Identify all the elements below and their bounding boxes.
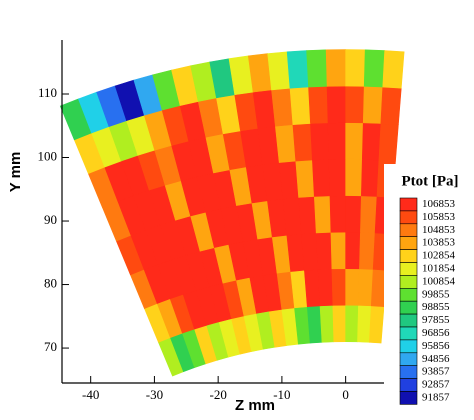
contour-cell [298,196,317,235]
contour-cell [369,305,385,344]
x-tick-label: -20 [209,387,226,402]
colorbar-swatch [399,262,418,276]
contour-field [59,49,405,377]
contour-cell [328,158,346,197]
colorbar-label: 106853 [422,198,456,210]
colorbar-label: 94856 [422,353,450,365]
contour-cell [310,122,330,161]
y-tick-label: 70 [44,339,57,354]
colorbar-swatch [399,197,418,212]
colorbar-label: 102854 [422,250,456,262]
contour-cell [306,49,328,88]
colorbar-swatch [399,236,418,250]
colorbar-label: 98855 [422,301,450,313]
x-tick-label: -40 [82,387,99,402]
colorbar-swatch [399,339,418,354]
colorbar-swatch [399,300,418,315]
contour-cell [292,123,313,162]
colorbar-label: 100854 [422,275,456,287]
contour-cell [345,85,365,124]
colorbar-label: 97855 [422,314,450,326]
contour-cell [295,159,315,198]
contour-cell [331,268,346,306]
contour-cell [306,305,323,344]
contour-cell [330,231,346,270]
contour-cell [312,158,331,197]
colorbar-label: 93857 [422,366,450,378]
y-tick-label: 80 [44,276,57,291]
contour-cell [326,85,346,124]
contour-cell [271,87,294,127]
contour-cell [319,305,335,343]
contour-cell [327,122,346,160]
contour-cell [345,268,360,306]
contour-cell [358,268,374,307]
contour-cell [332,304,346,343]
x-tick-label: -30 [146,387,163,402]
contour-cell [275,124,297,163]
contour-cell [315,232,333,270]
contour-cell [304,269,321,308]
contour-cell [286,50,309,89]
contour-cell [345,231,361,270]
colorbar-label: 96856 [422,327,450,339]
contour-cell [317,268,334,307]
colorbar-swatch [399,223,418,238]
colorbar-swatch [399,391,418,405]
contour-cell [325,49,346,87]
contour-cell [361,122,382,161]
y-axis-label: Y mm [7,152,24,193]
colorbar-label: 95856 [422,340,450,352]
contour-cell [357,305,372,343]
colorbar-swatch [399,378,418,392]
contour-cell [267,51,291,91]
contour-cell [363,49,385,88]
colorbar-swatch [399,249,418,263]
contour-cell [345,49,366,87]
colorbar-title: Ptot [Pa] [401,173,458,189]
colorbar-background [384,164,474,420]
x-tick-label: 0 [342,387,349,402]
colorbar-label: 103853 [422,237,456,249]
colorbar-swatch [399,313,418,328]
contour-cell [362,85,384,124]
contour-cell [308,85,329,124]
colorbar-label: 104853 [422,224,456,236]
colorbar-label: 99855 [422,288,450,300]
contour-cell [360,195,378,234]
colorbar-swatch [399,352,418,366]
contour-cell [345,195,362,233]
y-tick-label: 100 [38,148,58,163]
colorbar-swatch [399,326,418,341]
contour-cell [378,123,399,162]
contour-cell [345,158,363,197]
contour-cell [359,232,376,270]
y-tick-label: 110 [38,85,57,100]
contour-cell [329,195,346,233]
contour-cell [345,122,364,160]
x-axis-label: Z mm [235,397,275,414]
x-tick-label: -10 [273,387,290,402]
colorbar-label: 101854 [422,262,456,274]
colorbar-swatch [399,287,418,302]
colorbar-swatch [399,275,418,289]
contour-cell [301,232,319,271]
contour-cell [382,50,405,89]
contour-cell [380,86,402,125]
colorbar-swatch [399,365,418,379]
contour-cell [313,195,332,234]
colorbar-swatch [399,210,418,225]
contour-cell [289,86,311,125]
colorbar: Ptot [Pa] 106853105853104853103853102854… [384,164,474,420]
contour-cell [361,158,380,197]
axes: -40 -30 -20 -10 0 70 80 90 100 110 [38,40,403,402]
colorbar-label: 92857 [422,379,450,391]
colorbar-label: 91857 [422,391,450,403]
y-tick-label: 90 [44,212,57,227]
colorbar-label: 105853 [422,211,456,223]
contour-cell [345,304,359,343]
